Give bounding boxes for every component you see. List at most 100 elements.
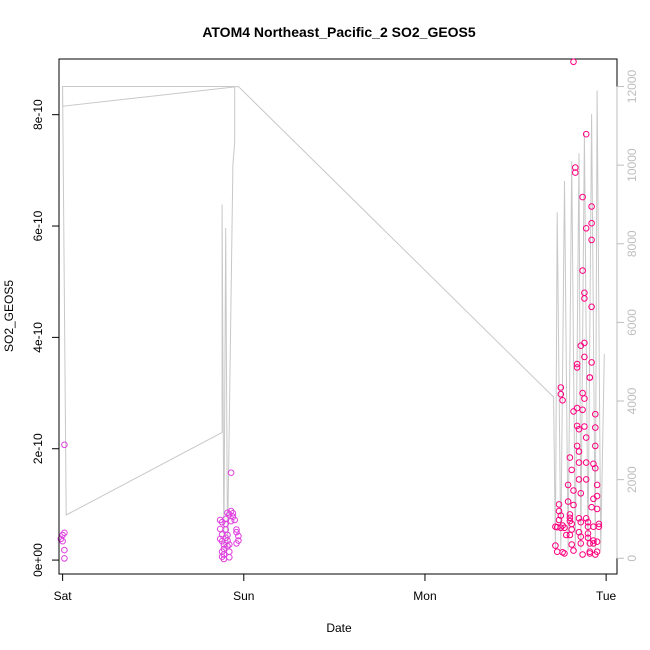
data-point-58 — [561, 550, 568, 557]
data-point-49 — [559, 397, 566, 404]
y-tick-label-3: 6e-10 — [31, 210, 45, 241]
data-point-83 — [575, 448, 583, 455]
data-point-61 — [566, 511, 574, 518]
data-point-95 — [579, 267, 586, 274]
data-point-109 — [582, 515, 590, 522]
data-point-55 — [553, 523, 561, 531]
data-point-56 — [563, 531, 570, 539]
data-point-65 — [568, 526, 576, 533]
data-point-66 — [566, 531, 574, 539]
data-point-128 — [592, 442, 599, 450]
data-point-76 — [570, 58, 577, 66]
data-point-139 — [590, 523, 597, 531]
data-point-47 — [557, 384, 565, 391]
right-y-tick-label-2: 4000 — [625, 387, 639, 414]
data-point-68 — [570, 547, 577, 554]
data-point-46 — [555, 507, 563, 515]
data-point-121 — [588, 303, 595, 311]
data-point-119 — [588, 219, 595, 227]
data-point-87 — [575, 515, 583, 522]
data-point-31 — [227, 517, 235, 525]
data-point-96 — [581, 289, 588, 297]
data-point-118 — [588, 203, 595, 210]
data-point-127 — [592, 424, 599, 431]
data-point-105 — [582, 225, 590, 232]
data-point-126 — [592, 410, 599, 418]
data-point-113 — [584, 534, 592, 542]
right-y-tick-label-3: 6000 — [625, 309, 639, 336]
data-point-82 — [573, 442, 581, 450]
data-point-51 — [555, 516, 563, 524]
data-point-138 — [590, 540, 597, 547]
data-point-101 — [581, 395, 588, 402]
data-point-92 — [579, 551, 586, 558]
x-tick-label-3: Tue — [596, 589, 617, 603]
data-point-48 — [557, 390, 565, 398]
data-point-44 — [552, 542, 559, 549]
data-point-140 — [588, 503, 595, 511]
data-point-4 — [59, 537, 66, 545]
data-point-90 — [577, 533, 585, 541]
data-point-36 — [233, 528, 240, 536]
y-tick-label-0: 0e+00 — [31, 543, 45, 577]
data-point-9 — [216, 525, 224, 533]
data-point-104 — [582, 130, 590, 138]
y-tick-label-2: 4e-10 — [31, 322, 45, 353]
data-point-41 — [222, 534, 229, 542]
data-point-135 — [593, 538, 601, 546]
data-point-2 — [59, 531, 66, 539]
right-y-axis: 0 2000 4000 6000 8000 10000 12000 — [616, 70, 639, 562]
right-y-tick-label-6: 12000 — [625, 70, 639, 104]
data-point-32 — [226, 511, 233, 518]
data-point-33 — [224, 509, 231, 517]
data-point-108 — [582, 476, 590, 483]
data-point-67 — [568, 541, 576, 548]
data-point-120 — [588, 236, 595, 244]
data-point-99 — [581, 353, 588, 361]
data-point-37 — [235, 532, 242, 540]
data-point-131 — [593, 492, 601, 500]
right-y-tick-label-4: 8000 — [625, 230, 639, 257]
data-point-94 — [579, 193, 586, 201]
data-point-106 — [582, 434, 590, 441]
data-point-77 — [573, 360, 581, 368]
data-point-69 — [566, 454, 574, 461]
data-point-110 — [584, 518, 592, 526]
data-point-27 — [227, 469, 235, 477]
data-point-86 — [577, 490, 585, 497]
data-point-117 — [586, 374, 594, 381]
altitude-series-line — [62, 85, 605, 551]
data-point-98 — [581, 339, 588, 347]
y-axis: 0e+00 2e-10 4e-10 6e-10 8e-10 — [31, 99, 60, 577]
data-point-26 — [226, 554, 233, 561]
x-tick-label-2: Mon — [413, 589, 436, 603]
x-tick-label-1: Sun — [233, 589, 254, 603]
data-point-81 — [575, 425, 583, 433]
data-point-0 — [61, 441, 68, 449]
data-point-45 — [555, 501, 563, 508]
data-point-59 — [564, 481, 572, 489]
data-point-54 — [557, 524, 565, 532]
data-point-75 — [572, 169, 579, 176]
data-point-73 — [570, 408, 577, 415]
data-point-62 — [566, 514, 574, 522]
data-point-107 — [582, 459, 590, 466]
y-tick-label-4: 8e-10 — [31, 99, 45, 130]
data-point-97 — [581, 295, 588, 302]
data-point-25 — [226, 548, 233, 556]
data-point-103 — [581, 423, 588, 430]
data-point-34 — [231, 516, 238, 524]
data-point-19 — [222, 515, 229, 523]
x-axis: Sat Sun Mon Tue — [54, 573, 617, 603]
plot-area-frame — [58, 58, 618, 575]
data-point-91 — [577, 540, 585, 547]
right-y-tick-label-5: 10000 — [625, 148, 639, 182]
data-point-39 — [233, 540, 240, 547]
data-point-5 — [61, 546, 68, 554]
x-axis-label: Date — [326, 621, 352, 635]
data-points-layer — [57, 58, 603, 563]
data-point-78 — [573, 364, 581, 371]
data-point-53 — [561, 524, 568, 532]
data-point-133 — [595, 520, 603, 528]
